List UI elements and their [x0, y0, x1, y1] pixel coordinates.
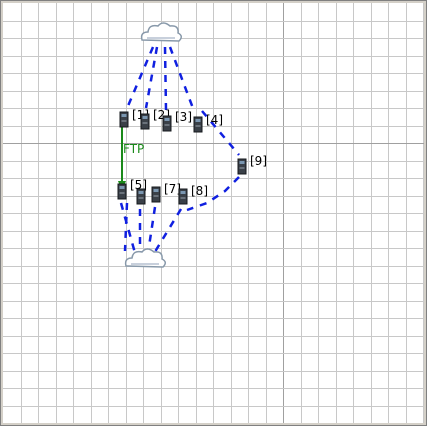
server-icon [140, 113, 150, 130]
server-icon [136, 188, 146, 205]
server-label: [3] [175, 110, 192, 124]
network-link [151, 208, 183, 256]
network-link [168, 46, 196, 112]
server-icon [151, 186, 161, 203]
ftp-label: FTP [123, 142, 144, 156]
server-label: [4] [206, 113, 223, 127]
links [119, 46, 240, 256]
server-icon [119, 111, 129, 128]
server-icon [237, 158, 247, 175]
server-label: [8] [191, 184, 208, 198]
server-label: [9] [250, 154, 267, 168]
server-icon [178, 188, 188, 205]
server-node-8[interactable]: [8] [178, 184, 208, 205]
server-node-7[interactable]: [7] [151, 182, 181, 203]
cloud-top-icon[interactable] [140, 22, 182, 42]
cloud-bottom-icon[interactable] [124, 248, 166, 268]
server-icon [162, 115, 172, 132]
server-label: [7] [164, 182, 181, 196]
network-link [126, 46, 155, 107]
server-icon [117, 183, 127, 200]
network-canvas[interactable]: FTP [1] [2] [3, 3, 424, 423]
server-node-9[interactable]: [9] [237, 154, 267, 175]
server-node-4[interactable]: [4] [193, 113, 223, 133]
network-link [186, 176, 240, 212]
network-link [163, 46, 168, 111]
network-link [119, 202, 137, 254]
server-icon [193, 116, 203, 133]
network-link [144, 46, 159, 109]
server-node-3[interactable]: [3] [162, 110, 192, 132]
server-node-6[interactable] [136, 188, 146, 205]
